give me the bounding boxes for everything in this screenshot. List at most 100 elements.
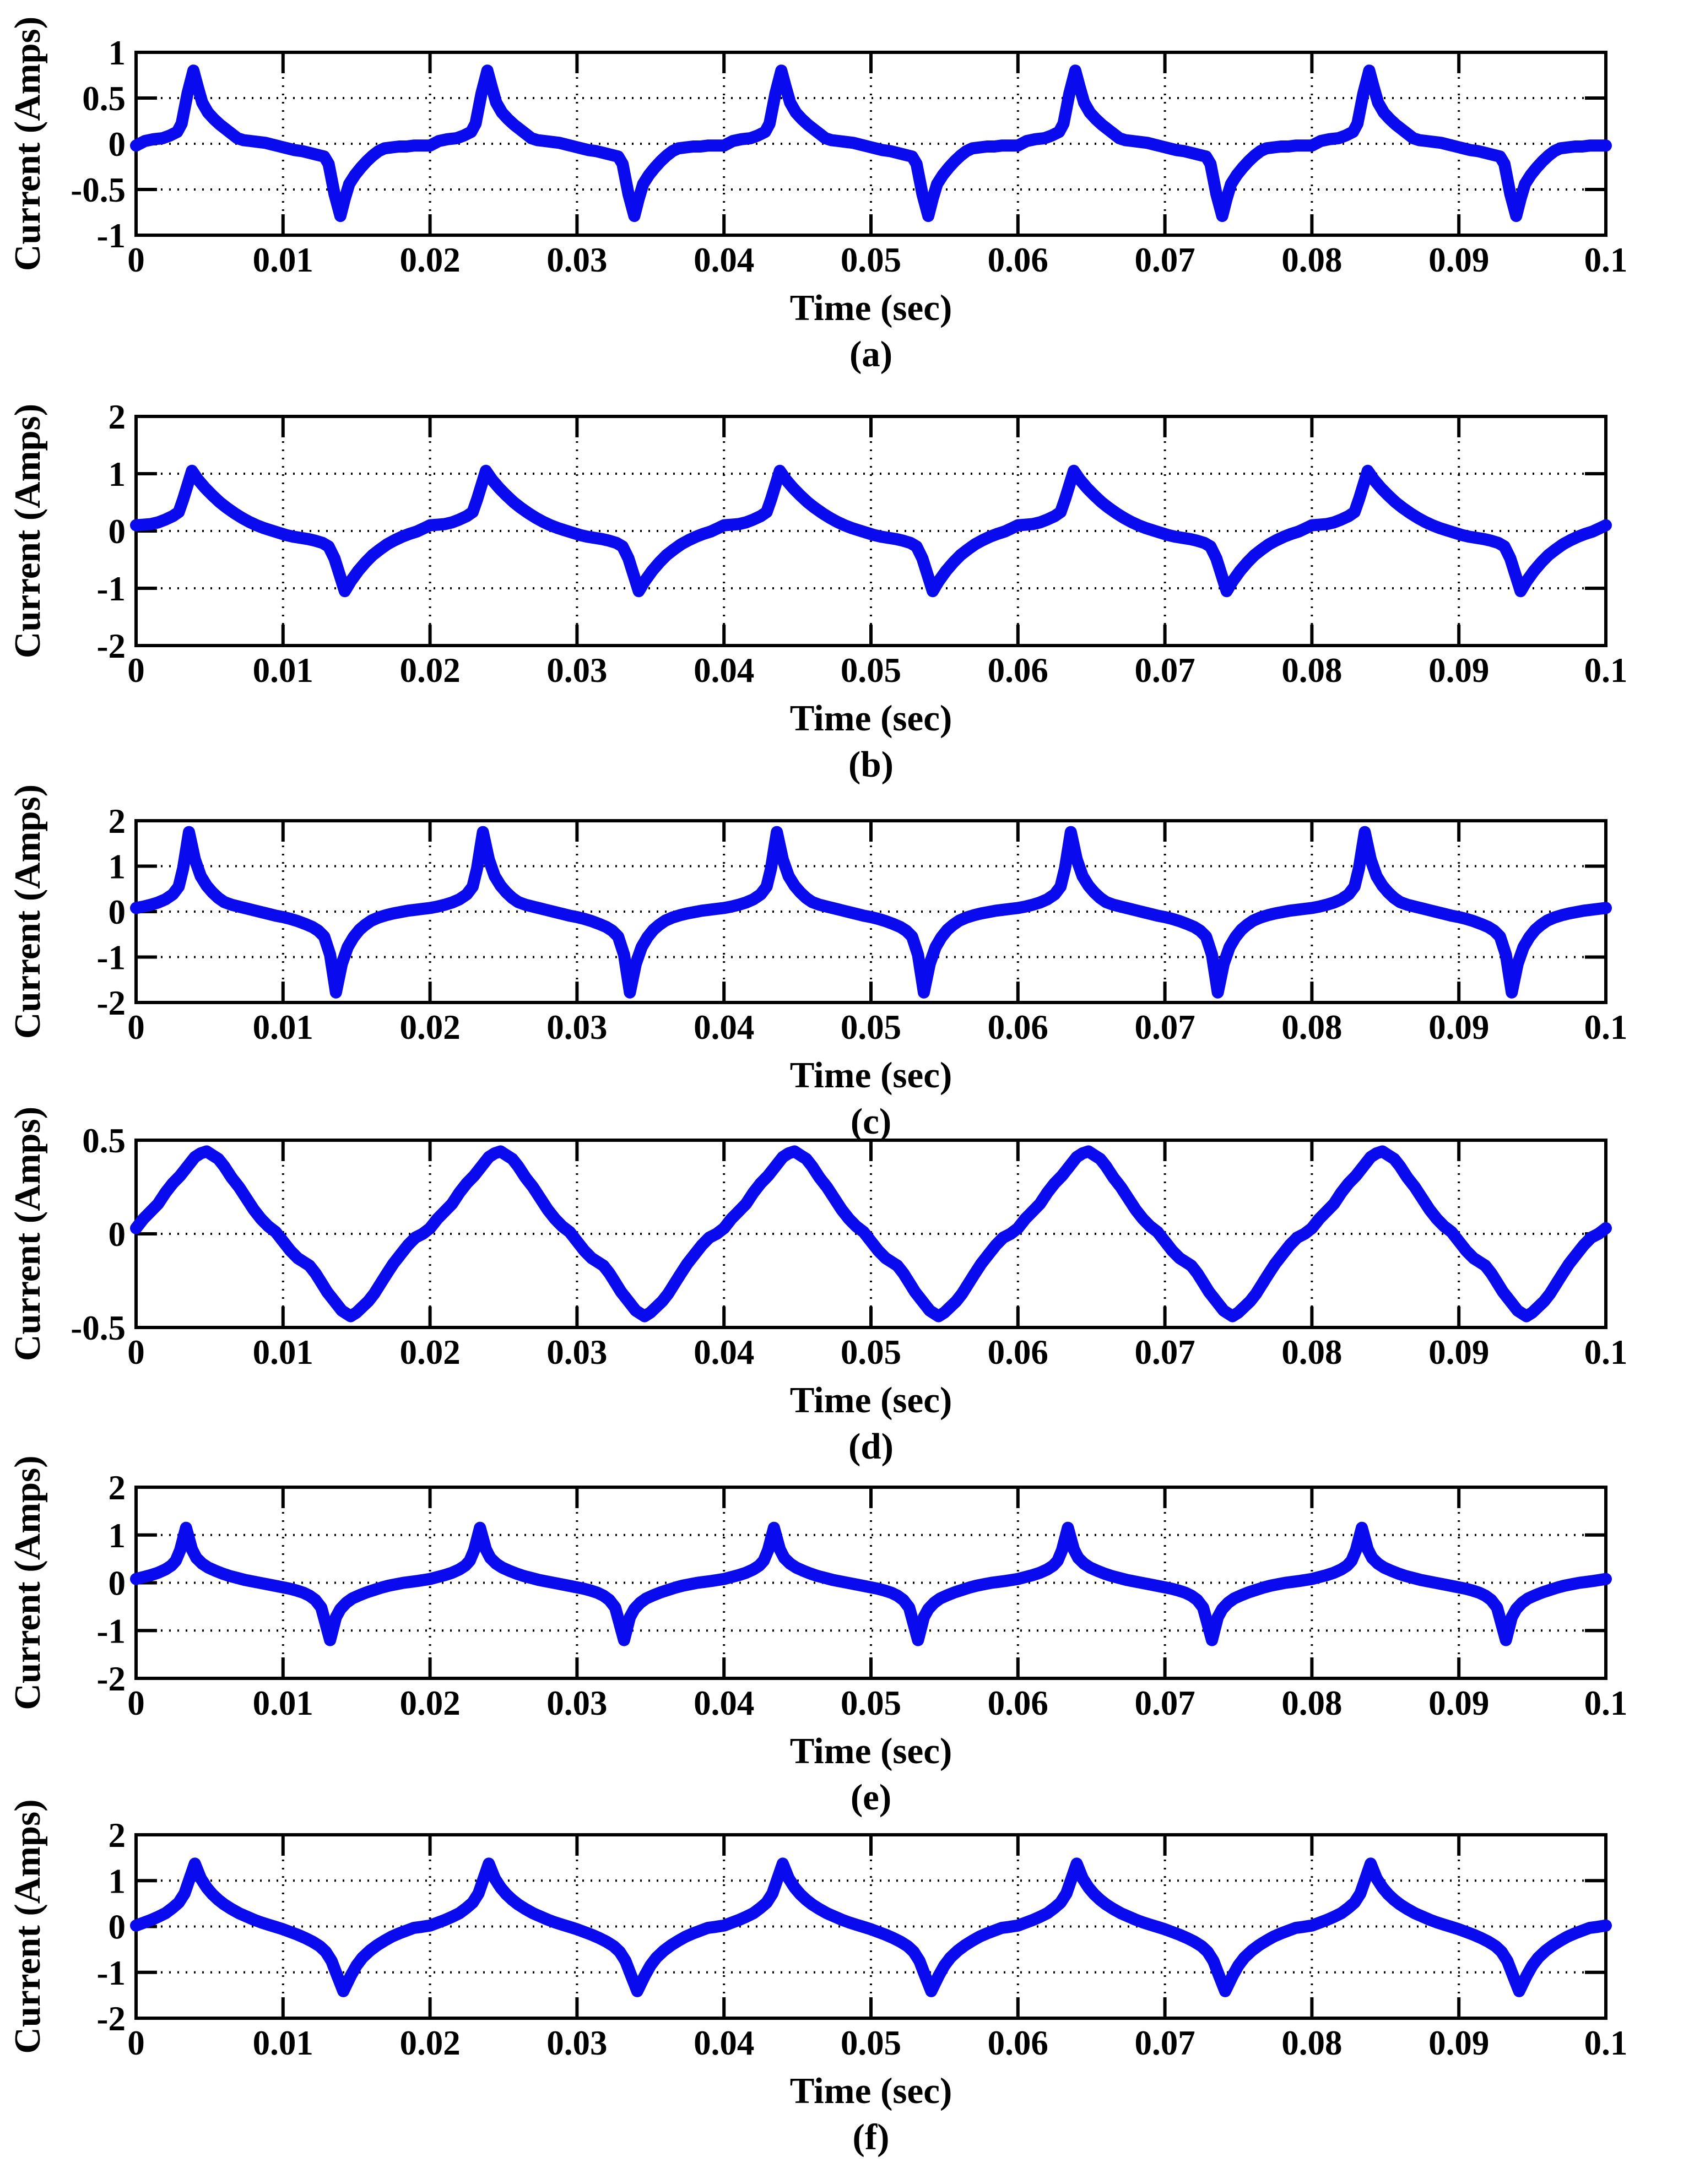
x-tick-label: 0.09 xyxy=(1428,241,1489,279)
x-tick-label: 0.09 xyxy=(1428,2024,1489,2062)
subplot-caption: (b) xyxy=(848,744,894,785)
x-tick-label: 0.07 xyxy=(1134,1684,1195,1722)
subplot-group-e: 210-1-20 0.01 0.02 0.03 0.04 0.05 0.06 0.07 0.08… xyxy=(7,1455,1627,1818)
x-tick-label: 0.08 xyxy=(1281,1008,1342,1047)
y-tick-label: -1 xyxy=(97,1954,126,1992)
x-tick-label: 0 xyxy=(127,651,145,690)
y-tick-label: 1 xyxy=(109,455,126,494)
x-tick-label: 0.1 xyxy=(1584,1333,1628,1372)
subplot-caption: (c) xyxy=(851,1101,891,1142)
y-tick-label: 0 xyxy=(109,1564,126,1603)
x-tick-label: 0.06 xyxy=(988,2024,1048,2062)
y-tick-label: 0.5 xyxy=(82,1121,126,1160)
x-tick-label: 0.01 xyxy=(253,1008,313,1047)
x-tick-label: 0.1 xyxy=(1584,651,1628,690)
subplot-group-b: 210-1-20 0.01 0.02 0.03 0.04 0.05 0.06 0.07 0.08… xyxy=(7,398,1627,785)
x-axis-label: Time (sec) xyxy=(790,288,952,328)
x-tick-label: 0.09 xyxy=(1428,1333,1489,1372)
subplot-caption: (d) xyxy=(848,1426,894,1467)
x-tick-label: 0.06 xyxy=(988,241,1048,279)
x-tick-label: 0.08 xyxy=(1281,1684,1342,1722)
x-tick-label: 0.03 xyxy=(546,651,607,690)
x-tick-label: 0.04 xyxy=(694,2024,754,2062)
y-axis-label: Current (Amps) xyxy=(7,784,48,1039)
x-tick-label: 0.1 xyxy=(1584,241,1628,279)
x-tick-label: 0.01 xyxy=(253,2024,313,2062)
x-tick-label: 0.03 xyxy=(546,1333,607,1372)
x-tick-label: 0.01 xyxy=(253,1333,313,1372)
x-tick-label: 0.03 xyxy=(546,1684,607,1722)
y-tick-label: -2 xyxy=(97,1660,126,1698)
y-tick-label: -0.5 xyxy=(71,171,126,209)
x-tick-label: 0.03 xyxy=(546,2024,607,2062)
waveform-line-d xyxy=(130,1145,1612,1323)
x-tick-label: 0.04 xyxy=(694,651,754,690)
x-tick-label: 0.1 xyxy=(1584,2024,1628,2062)
y-tick-label: 0 xyxy=(109,1215,126,1254)
y-tick-label: -2 xyxy=(97,1999,126,2038)
x-tick-label: 0 xyxy=(127,1684,145,1722)
waveform-line-f xyxy=(130,1857,1612,1997)
x-tick-label: 0.02 xyxy=(399,1684,460,1722)
y-tick-label: 2 xyxy=(109,1468,126,1507)
y-tick-label: 1 xyxy=(109,34,126,72)
subplot-caption: (f) xyxy=(853,2117,890,2158)
x-tick-label: 0.08 xyxy=(1281,241,1342,279)
x-tick-label: 0.07 xyxy=(1134,1008,1195,1047)
x-tick-label: 0.08 xyxy=(1281,2024,1342,2062)
x-tick-label: 0.05 xyxy=(841,241,901,279)
x-tick-label: 0.02 xyxy=(399,241,460,279)
y-tick-label: -2 xyxy=(97,984,126,1022)
waveform-line-a xyxy=(130,64,1612,223)
y-tick-label: -1 xyxy=(97,1612,126,1650)
x-tick-label: 0.04 xyxy=(694,1333,754,1372)
x-tick-label: 0.07 xyxy=(1134,651,1195,690)
y-tick-label: 2 xyxy=(109,802,126,841)
waveform-line-c xyxy=(130,826,1612,999)
y-axis-label: Current (Amps) xyxy=(7,1107,48,1361)
y-tick-label: -1 xyxy=(97,939,126,977)
x-tick-label: 0.05 xyxy=(841,1008,901,1047)
x-axis-label: Time (sec) xyxy=(790,698,952,739)
x-axis-label: Time (sec) xyxy=(790,1731,952,1771)
waveform-line-e xyxy=(130,1521,1612,1646)
x-tick-label: 0.04 xyxy=(694,1684,754,1722)
x-tick-label: 0.07 xyxy=(1134,2024,1195,2062)
x-tick-label: 0.02 xyxy=(399,1008,460,1047)
x-tick-label: 0.09 xyxy=(1428,1684,1489,1722)
x-tick-label: 0 xyxy=(127,1333,145,1372)
x-tick-label: 0.02 xyxy=(399,1333,460,1372)
x-tick-label: 0.06 xyxy=(988,1684,1048,1722)
subplot-caption: (e) xyxy=(851,1777,891,1818)
subplot-group-d: 0.50-0.50 0.01 0.02 0.03 0.04 0.05 0.06 0.07 0.0… xyxy=(7,1107,1627,1467)
y-tick-label: 1 xyxy=(109,1516,126,1555)
y-tick-label: 0 xyxy=(109,1908,126,1947)
x-tick-label: 0.06 xyxy=(988,1008,1048,1047)
subplot-group-f: 210-1-20 0.01 0.02 0.03 0.04 0.05 0.06 0.07 0.08… xyxy=(7,1799,1627,2158)
waveform-line-b xyxy=(130,464,1612,598)
x-tick-label: 0.06 xyxy=(988,651,1048,690)
x-tick-label: 0.09 xyxy=(1428,1008,1489,1047)
x-tick-label: 0.02 xyxy=(399,651,460,690)
y-tick-label: 0 xyxy=(109,893,126,931)
x-tick-label: 0.01 xyxy=(253,1684,313,1722)
x-tick-label: 0.05 xyxy=(841,1333,901,1372)
y-tick-label: -2 xyxy=(97,627,126,665)
y-tick-label: 2 xyxy=(109,1816,126,1855)
y-tick-label: 0 xyxy=(109,512,126,551)
x-tick-label: 0.1 xyxy=(1584,1008,1628,1047)
x-tick-label: 0.02 xyxy=(399,2024,460,2062)
y-tick-label: 1 xyxy=(109,848,126,886)
y-axis-label: Current (Amps) xyxy=(7,1455,48,1710)
x-tick-label: 0 xyxy=(127,2024,145,2062)
y-axis-label: Current (Amps) xyxy=(7,404,48,658)
x-tick-label: 0.01 xyxy=(253,241,313,279)
x-tick-label: 0.01 xyxy=(253,651,313,690)
x-tick-label: 0.05 xyxy=(841,1684,901,1722)
x-tick-label: 0.1 xyxy=(1584,1684,1628,1722)
y-tick-label: 0 xyxy=(109,125,126,164)
x-tick-label: 0.08 xyxy=(1281,651,1342,690)
x-tick-label: 0.03 xyxy=(546,1008,607,1047)
subplot-group-a: 10.50-0.5-10 0.01 0.02 0.03 0.04 0.05 0.06 0.07… xyxy=(7,17,1627,375)
x-tick-label: 0.08 xyxy=(1281,1333,1342,1372)
